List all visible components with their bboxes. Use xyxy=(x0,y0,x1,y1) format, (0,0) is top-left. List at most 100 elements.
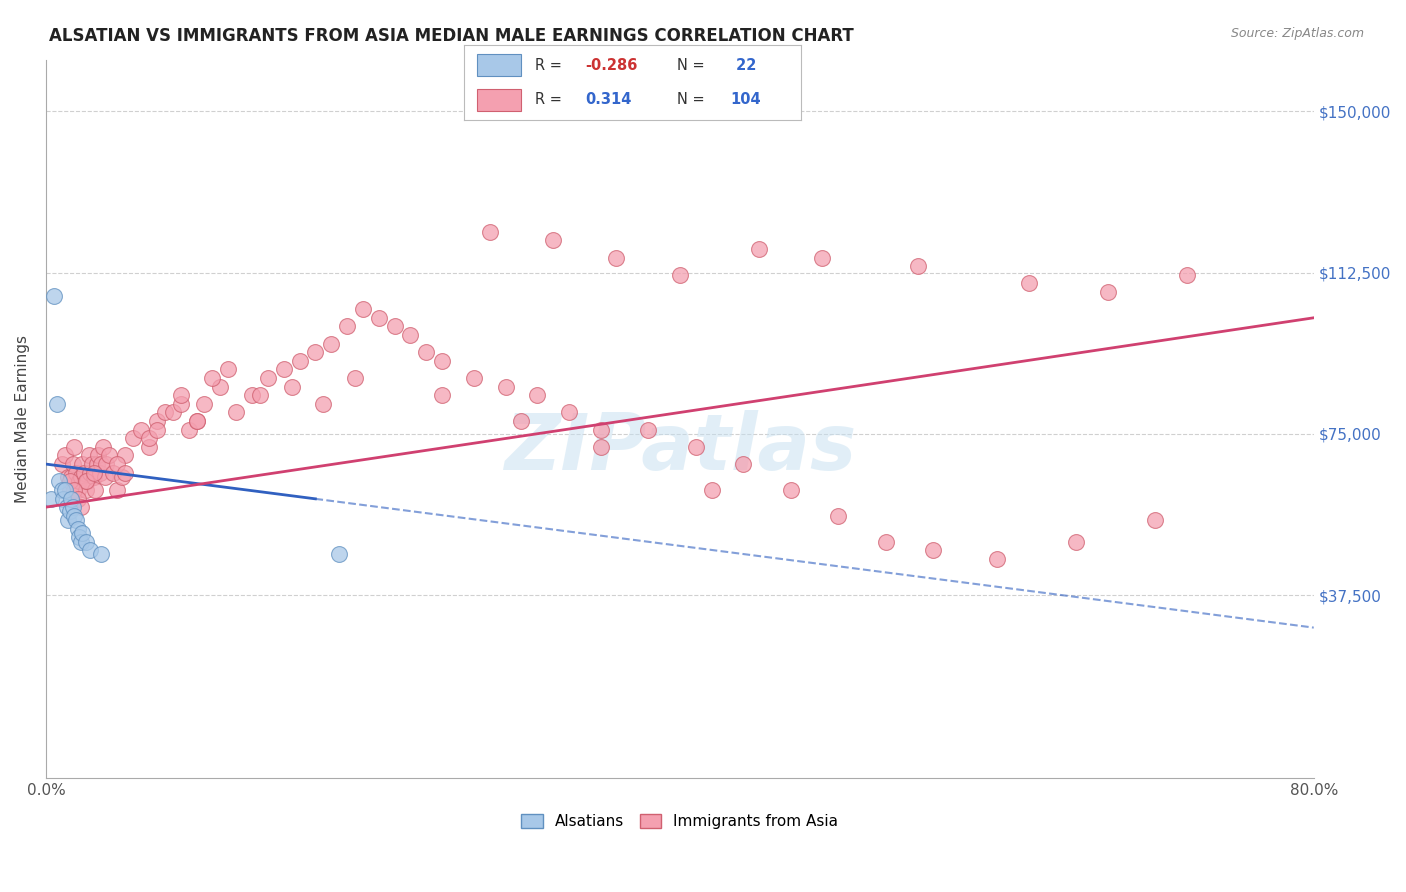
Point xyxy=(101,466,124,480)
Point xyxy=(75,475,97,489)
Point xyxy=(240,388,263,402)
Point xyxy=(1064,534,1087,549)
Point xyxy=(105,457,128,471)
Point xyxy=(415,345,437,359)
Point xyxy=(51,457,73,471)
Point xyxy=(67,530,90,544)
Point xyxy=(748,242,770,256)
Point xyxy=(66,491,89,506)
Point xyxy=(72,525,94,540)
Point xyxy=(83,466,105,480)
Point xyxy=(89,466,111,480)
Point xyxy=(114,466,136,480)
Point xyxy=(98,449,121,463)
Point xyxy=(63,483,86,497)
Point xyxy=(93,470,115,484)
Point xyxy=(288,354,311,368)
Point xyxy=(700,483,723,497)
Point xyxy=(225,405,247,419)
Point xyxy=(1097,285,1119,299)
Point xyxy=(1144,513,1167,527)
Point xyxy=(122,431,145,445)
Point xyxy=(87,449,110,463)
Text: N =: N = xyxy=(676,58,709,72)
Point xyxy=(209,379,232,393)
Point xyxy=(66,522,89,536)
Point xyxy=(42,289,65,303)
Point xyxy=(170,388,193,402)
Point xyxy=(76,475,98,489)
Point xyxy=(367,310,389,325)
Point xyxy=(56,470,79,484)
Point xyxy=(589,423,612,437)
Point xyxy=(321,336,343,351)
Point xyxy=(60,491,83,506)
Point xyxy=(733,457,755,471)
Point xyxy=(62,457,84,471)
Point xyxy=(138,440,160,454)
Point xyxy=(72,457,94,471)
Text: -0.286: -0.286 xyxy=(585,58,638,72)
Point xyxy=(430,388,453,402)
Point xyxy=(170,397,193,411)
Point xyxy=(67,475,90,489)
Point xyxy=(39,491,62,506)
Point xyxy=(384,319,406,334)
Point xyxy=(463,371,485,385)
Point xyxy=(249,388,271,402)
Point xyxy=(256,371,278,385)
Point xyxy=(53,449,76,463)
Point xyxy=(201,371,224,385)
Point xyxy=(273,362,295,376)
Point xyxy=(79,466,101,480)
Point xyxy=(69,500,91,515)
Point xyxy=(86,457,108,471)
Point xyxy=(541,233,564,247)
Point xyxy=(685,440,707,454)
Point xyxy=(53,483,76,497)
Point xyxy=(91,440,114,454)
Bar xyxy=(478,88,522,112)
Point xyxy=(63,508,86,523)
Point xyxy=(907,259,929,273)
Point xyxy=(922,543,945,558)
Point xyxy=(637,423,659,437)
Point xyxy=(779,483,801,497)
Point xyxy=(65,466,87,480)
Point xyxy=(669,268,692,282)
Point xyxy=(69,470,91,484)
Point xyxy=(52,491,75,506)
Point xyxy=(62,500,84,515)
Point xyxy=(153,405,176,419)
Point xyxy=(66,483,89,497)
Point xyxy=(186,414,208,428)
Point xyxy=(46,397,69,411)
Text: 22: 22 xyxy=(731,58,756,72)
Point xyxy=(352,302,374,317)
Text: R =: R = xyxy=(534,93,567,107)
Point xyxy=(1018,277,1040,291)
Point xyxy=(79,543,101,558)
Point xyxy=(56,513,79,527)
Point xyxy=(63,440,86,454)
Point xyxy=(59,504,82,518)
Point xyxy=(59,475,82,489)
Point xyxy=(60,470,83,484)
Point xyxy=(90,548,112,562)
Point xyxy=(186,414,208,428)
Point xyxy=(478,225,501,239)
Point xyxy=(280,379,302,393)
Point xyxy=(111,470,134,484)
Text: 104: 104 xyxy=(731,93,761,107)
Point xyxy=(73,466,96,480)
Point xyxy=(75,534,97,549)
Point xyxy=(558,405,581,419)
Point xyxy=(827,508,849,523)
Point xyxy=(510,414,533,428)
Text: ALSATIAN VS IMMIGRANTS FROM ASIA MEDIAN MALE EARNINGS CORRELATION CHART: ALSATIAN VS IMMIGRANTS FROM ASIA MEDIAN … xyxy=(49,27,853,45)
Point xyxy=(193,397,215,411)
Text: R =: R = xyxy=(534,58,567,72)
Point xyxy=(51,483,73,497)
Point xyxy=(177,423,200,437)
Point xyxy=(526,388,548,402)
